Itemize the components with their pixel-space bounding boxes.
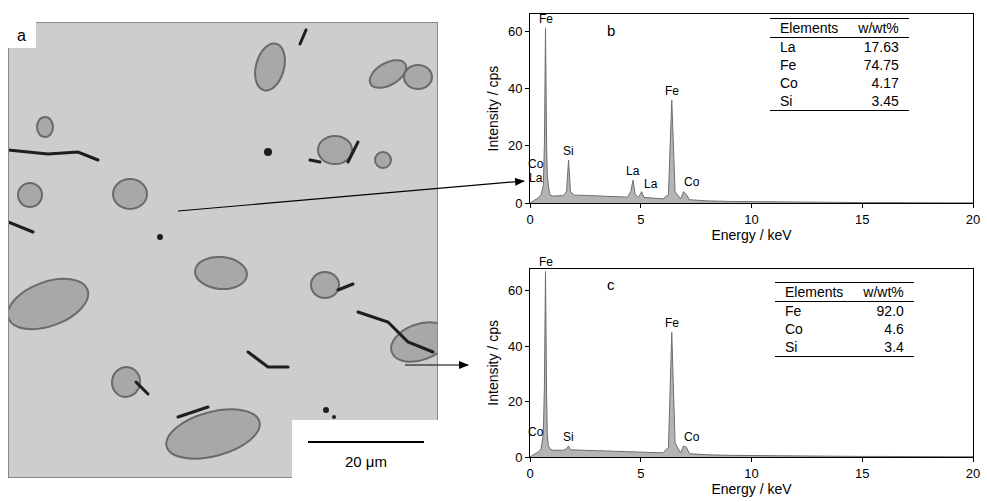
svg-text:La: La — [529, 171, 543, 185]
html-text:Co: Co — [785, 321, 803, 337]
html-text:Elements: Elements — [785, 284, 844, 300]
svg-text:5: 5 — [637, 212, 644, 227]
svg-text:20: 20 — [966, 466, 980, 481]
html-text:Si: Si — [780, 93, 793, 109]
html-text:Co: Co — [780, 75, 798, 91]
svg-text:Co: Co — [528, 425, 544, 439]
html-text:Fe: Fe — [785, 303, 802, 319]
svg-text:10: 10 — [744, 212, 758, 227]
svg-text:c: c — [607, 276, 615, 293]
html-text:w/wt%: w/wt% — [863, 284, 904, 300]
html-text:3.4: 3.4 — [884, 339, 904, 355]
svg-text:Energy / keV: Energy / keV — [711, 481, 792, 497]
svg-text:20: 20 — [966, 212, 980, 227]
svg-text:Fe: Fe — [539, 255, 553, 269]
svg-text:40: 40 — [508, 339, 522, 354]
svg-text:Fe: Fe — [665, 316, 679, 330]
svg-text:60: 60 — [508, 283, 522, 298]
svg-text:5: 5 — [637, 466, 644, 481]
svg-text:Si: Si — [563, 430, 574, 444]
svg-text:15: 15 — [855, 466, 869, 481]
svg-text:0: 0 — [526, 212, 533, 227]
svg-text:Si: Si — [563, 144, 574, 158]
svg-text:0: 0 — [515, 196, 522, 211]
svg-text:Fe: Fe — [665, 84, 679, 98]
html-text:w/wt%: w/wt% — [858, 20, 899, 36]
svg-text:Co: Co — [684, 175, 700, 189]
svg-text:La: La — [644, 177, 658, 191]
svg-text:Intensity / cps: Intensity / cps — [485, 66, 501, 152]
html-text:92.0: 92.0 — [876, 303, 904, 319]
html-text:17.63: 17.63 — [863, 39, 899, 55]
svg-text:La: La — [626, 164, 640, 178]
html-text:4.17: 4.17 — [871, 75, 899, 91]
svg-text:0: 0 — [515, 450, 522, 465]
html-text:4.6: 4.6 — [884, 321, 904, 337]
svg-text:60: 60 — [508, 24, 522, 39]
html-text:Si: Si — [785, 339, 798, 355]
svg-text:20: 20 — [508, 394, 522, 409]
html-text:74.75: 74.75 — [863, 57, 899, 73]
svg-text:a: a — [17, 27, 26, 44]
svg-text:Co: Co — [684, 430, 700, 444]
svg-text:Fe: Fe — [539, 12, 553, 26]
svg-text:20 μm: 20 μm — [345, 453, 387, 470]
svg-text:Energy / keV: Energy / keV — [711, 227, 792, 243]
svg-text:Intensity / cps: Intensity / cps — [485, 320, 501, 406]
svg-text:10: 10 — [744, 466, 758, 481]
svg-text:Co: Co — [528, 157, 544, 171]
svg-text:b: b — [607, 22, 615, 39]
html-text:Fe: Fe — [780, 57, 797, 73]
html-text:3.45: 3.45 — [871, 93, 899, 109]
svg-text:15: 15 — [855, 212, 869, 227]
svg-text:20: 20 — [508, 138, 522, 153]
html-text:Elements: Elements — [780, 20, 839, 36]
svg-text:40: 40 — [508, 81, 522, 96]
html-text:La: La — [780, 39, 796, 55]
svg-text:0: 0 — [526, 466, 533, 481]
